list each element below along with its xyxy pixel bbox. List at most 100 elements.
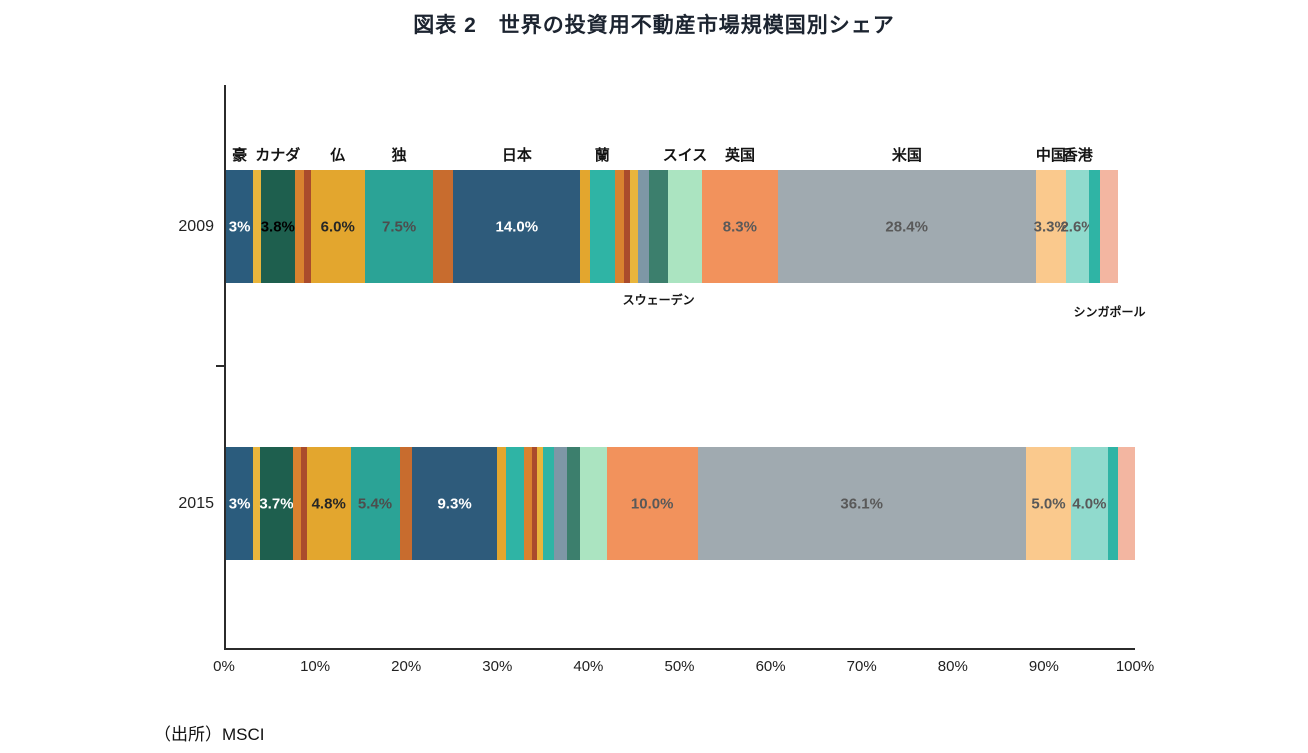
- country-label-日本: 日本: [501, 147, 532, 164]
- bar-2015-seg-3: [293, 447, 302, 560]
- bar-row-2009: 2009 3% 3.8% 6.0% 7.5% 14.0% 8.3% 28.4% 3.3% 2.6%…: [178, 147, 1145, 319]
- bar-2009-seg-2-カナダ: 3.8%: [260, 170, 296, 283]
- bar-2015-seg-0-豪: 3%: [226, 447, 254, 560]
- x-tick-70%: 70%: [846, 658, 877, 675]
- country-label-カナダ: カナダ: [255, 147, 301, 164]
- bar-2009-seg-10-蘭: [589, 170, 615, 283]
- country-label-仏: 仏: [330, 147, 346, 164]
- bar-2015-seg-20-中国: 5.0%: [1025, 447, 1072, 560]
- bar-2009-seg-0-豪: 3%: [226, 170, 254, 283]
- segment-value-label: 2.6%: [1060, 218, 1095, 235]
- x-tick-10%: 10%: [300, 658, 331, 675]
- country-label-独: 独: [391, 147, 407, 164]
- chart-title: 図表 2 世界の投資用不動産市場規模国別シェア: [413, 14, 895, 37]
- bar-2009-seg-1: [253, 170, 261, 283]
- bar-2009-seg-21: [1089, 170, 1101, 283]
- bar-2009-seg-5-仏: 6.0%: [310, 170, 366, 283]
- country-label-中国: 中国: [1035, 147, 1066, 164]
- bar-2009-seg-7: [433, 170, 454, 283]
- segment-value-label: 3%: [228, 495, 251, 512]
- source-note: （出所）MSCI: [154, 725, 265, 744]
- bar-2015-seg-14: [543, 447, 555, 560]
- segment-value-label: 6.0%: [320, 218, 355, 235]
- segment-value-label: 4.0%: [1072, 495, 1107, 512]
- bar-2009-seg-3: [295, 170, 305, 283]
- segment-value-label: 5.4%: [357, 495, 393, 512]
- bar-2015-seg-9: [496, 447, 506, 560]
- bar-2015-seg-11: [524, 447, 533, 560]
- bar-2015-seg-5-仏: 4.8%: [306, 447, 351, 560]
- country-label-英国: 英国: [725, 147, 756, 164]
- country-label-香港: 香港: [1062, 147, 1093, 164]
- bar-2009-seg-4: [304, 170, 311, 283]
- bar-2009-seg-14: [637, 170, 650, 283]
- year-label-2009: 2009: [178, 217, 214, 235]
- plot-area: 2009 3% 3.8% 6.0% 7.5% 14.0% 8.3% 28.4% 3.3% 2.6%…: [178, 85, 1146, 650]
- bar-2015-seg-12: [532, 447, 537, 560]
- bar-2009-seg-18-米国: 28.4%: [777, 170, 1036, 283]
- x-tick-0%: 0%: [213, 658, 235, 675]
- segment-value-label: 3.7%: [259, 495, 294, 512]
- segment-value-label: 3.8%: [260, 218, 295, 235]
- segment-value-label: 7.5%: [382, 218, 417, 235]
- stacked-bar-2009: 3% 3.8% 6.0% 7.5% 14.0% 8.3% 28.4% 3.3% 2.6%: [226, 170, 1135, 283]
- bar-2015-seg-23-シンガポール: [1117, 447, 1135, 560]
- bar-2015-seg-15: [554, 447, 567, 560]
- bar-2009-seg-20-香港: 2.6%: [1060, 170, 1095, 283]
- bar-row-2015: 2015 3% 3.7% 4.8% 5.4% 9.3% 10.0% 36.1% 5.0% 4.0%: [178, 447, 1135, 560]
- x-tick-80%: 80%: [937, 658, 968, 675]
- bar-2015-seg-21-香港: 4.0%: [1071, 447, 1108, 560]
- segment-value-label: 8.3%: [722, 218, 757, 235]
- x-axis: 0% 10% 20% 30% 40% 50% 60% 70% 80% 90% 100%: [213, 650, 1154, 680]
- bar-2015-seg-6-独: 5.4%: [350, 447, 400, 560]
- bar-2009-seg-16-スイス: [667, 170, 703, 283]
- x-tick-40%: 40%: [573, 658, 604, 675]
- x-tick-100%: 100%: [1115, 658, 1155, 675]
- x-tick-20%: 20%: [391, 658, 422, 675]
- x-tick-90%: 90%: [1028, 658, 1059, 675]
- bar-2009-seg-11: [614, 170, 625, 283]
- segment-value-label: 5.0%: [1031, 495, 1066, 512]
- bar-2015-seg-10-蘭: [505, 447, 525, 560]
- country-label-スウェーデン: スウェーデン: [622, 293, 695, 307]
- country-label-豪: 豪: [232, 147, 248, 164]
- bar-2015-seg-18-英国: 10.0%: [606, 447, 698, 560]
- year-label-2015: 2015: [178, 494, 214, 512]
- bar-2009-seg-12: [624, 170, 631, 283]
- x-tick-60%: 60%: [755, 658, 786, 675]
- x-tick-30%: 30%: [482, 658, 513, 675]
- country-label-スイス: スイス: [662, 147, 708, 164]
- bar-2015-seg-22: [1107, 447, 1118, 560]
- bar-2015-seg-16-スウェーデン: [566, 447, 581, 560]
- segment-value-label: 4.8%: [311, 495, 346, 512]
- segment-value-label: 9.3%: [437, 495, 472, 512]
- bar-2009-seg-22-シンガポール: [1100, 170, 1119, 283]
- bar-2015-seg-1: [253, 447, 260, 560]
- bar-2015-seg-13: [536, 447, 544, 560]
- bar-2009-seg-13: [630, 170, 638, 283]
- segment-value-label: 28.4%: [885, 218, 928, 235]
- segment-value-label: 3.3%: [1033, 218, 1068, 235]
- bar-2015-seg-19-米国: 36.1%: [697, 447, 1026, 560]
- country-label-シンガポール: シンガポール: [1073, 305, 1146, 319]
- bar-2015-seg-2-カナダ: 3.7%: [259, 447, 294, 560]
- country-label-米国: 米国: [891, 147, 922, 164]
- bar-2009-seg-19-中国: 3.3%: [1033, 170, 1068, 283]
- bar-2015-seg-8-日本: 9.3%: [412, 447, 497, 560]
- bar-2009-seg-9: [580, 170, 590, 283]
- segment-value-label: 36.1%: [840, 495, 883, 512]
- y-axis-tick: [216, 365, 224, 367]
- segment-value-label: 14.0%: [495, 218, 539, 235]
- bar-2015-seg-4: [301, 447, 307, 560]
- bar-2015-seg-7: [399, 447, 413, 560]
- bar-2009-seg-17-英国: 8.3%: [702, 170, 778, 283]
- segment-value-label: 3%: [228, 218, 251, 235]
- bar-2009-seg-15-スウェーデン: [649, 170, 668, 283]
- bar-2009-seg-6-独: 7.5%: [365, 170, 434, 283]
- x-tick-50%: 50%: [664, 658, 695, 675]
- country-label-蘭: 蘭: [594, 147, 610, 164]
- segment-value-label: 10.0%: [630, 495, 674, 512]
- bar-2015-seg-17-スイス: [580, 447, 607, 560]
- stacked-bar-2015: 3% 3.7% 4.8% 5.4% 9.3% 10.0% 36.1% 5.0% 4.0%: [226, 447, 1135, 560]
- bar-2009-seg-8-日本: 14.0%: [453, 170, 581, 283]
